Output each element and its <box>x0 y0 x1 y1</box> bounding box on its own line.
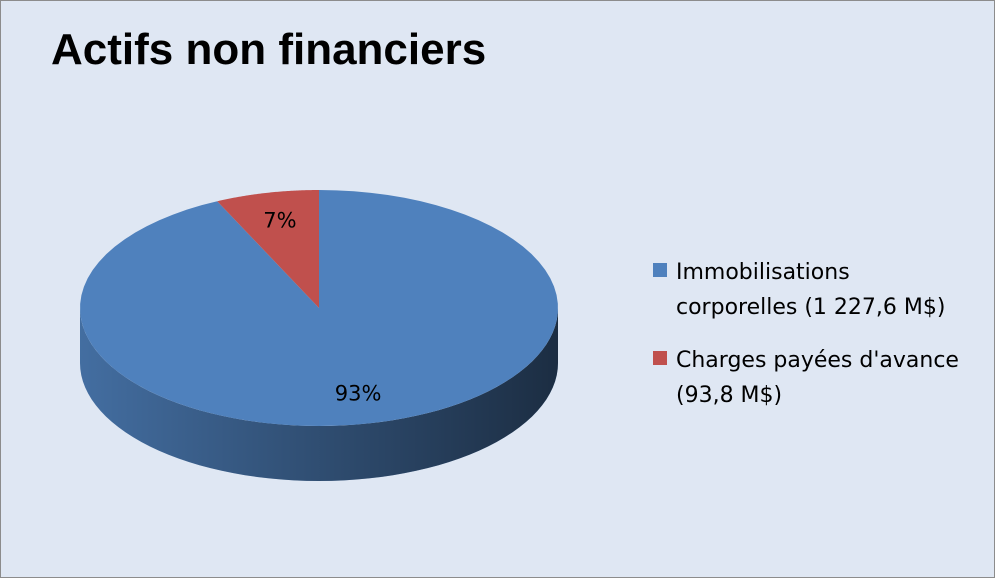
legend-label: Charges payées d'avance (93,8 M$) <box>676 348 959 408</box>
data-label: 7% <box>263 209 296 233</box>
legend-entry: Charges payées d'avance (93,8 M$) <box>653 343 976 413</box>
legend-swatch <box>653 263 667 277</box>
chart-title: Actifs non financiers <box>51 25 487 74</box>
slice <box>217 190 319 308</box>
slice <box>80 190 558 426</box>
legend-entry: Immobilisations corporelles (1 227,6 M$) <box>653 255 976 325</box>
slice-side-shade <box>80 308 558 481</box>
legend-label: Immobilisations corporelles (1 227,6 M$) <box>676 260 946 320</box>
data-label: 93% <box>335 381 382 405</box>
legend-swatch <box>653 351 667 365</box>
